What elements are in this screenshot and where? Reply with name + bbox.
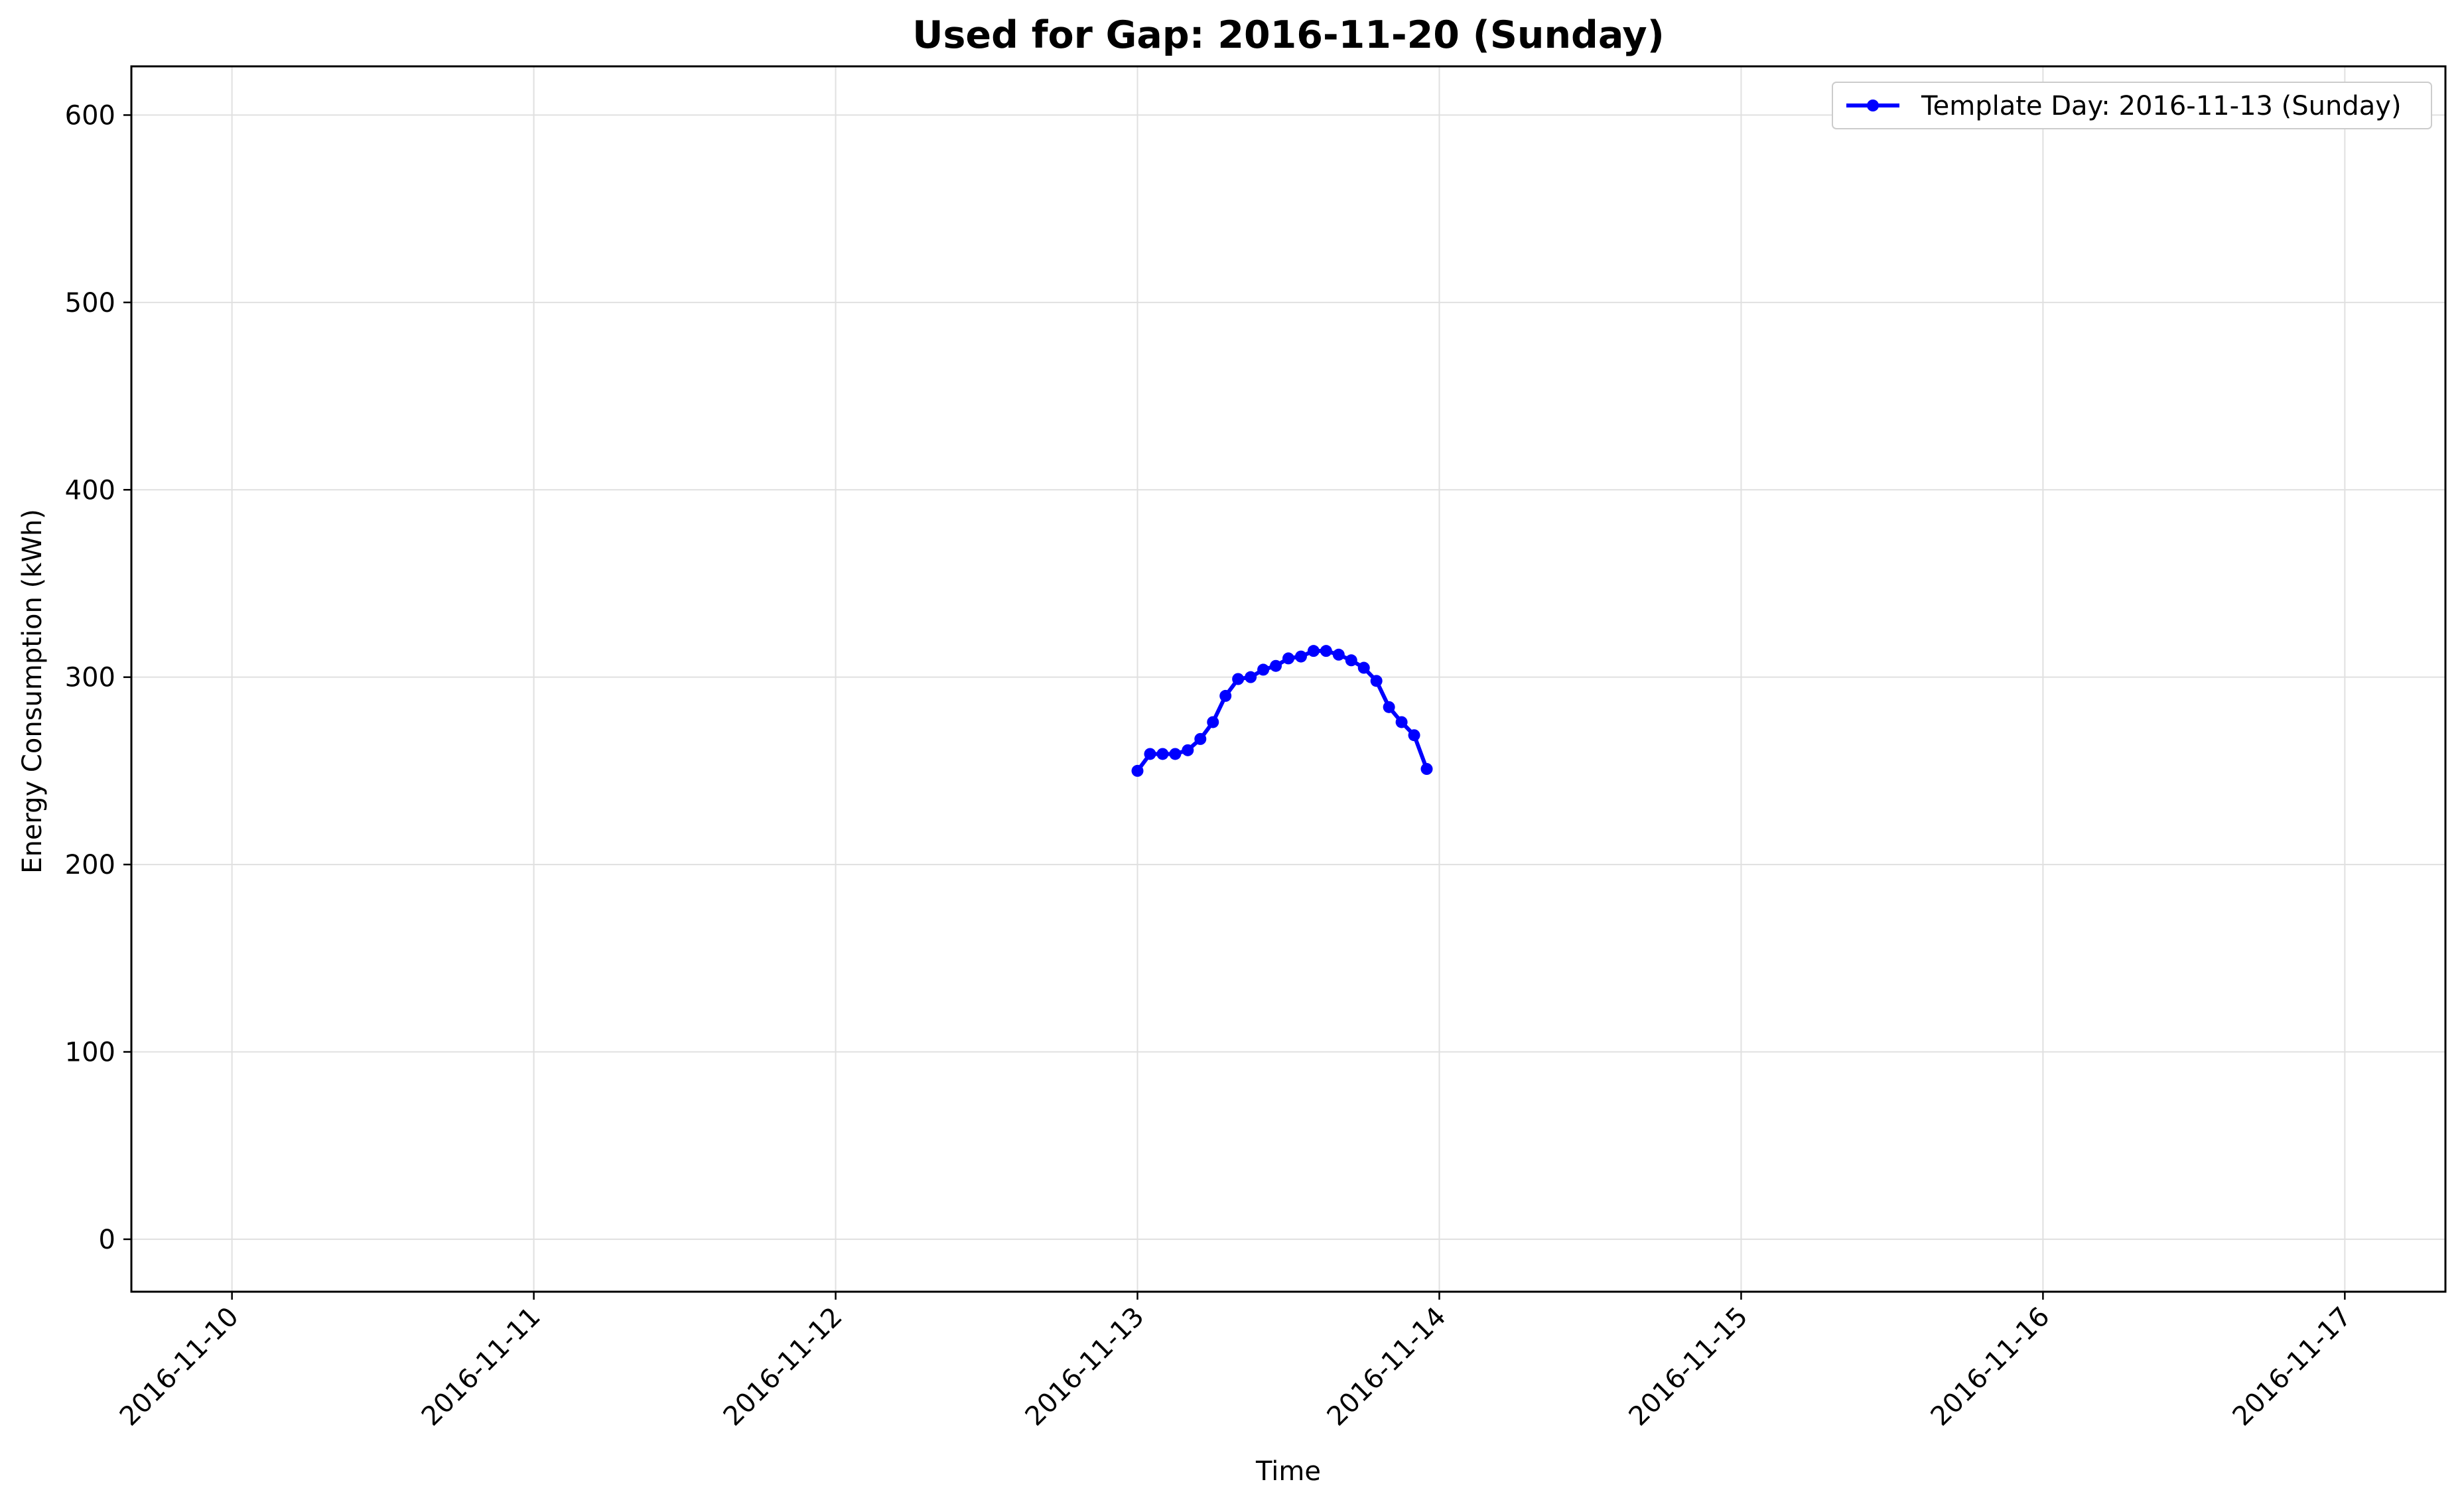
- legend-box: [1832, 82, 2432, 129]
- data-point: [1182, 744, 1194, 756]
- data-point: [1408, 729, 1420, 742]
- data-point: [1395, 716, 1408, 728]
- data-point: [1320, 645, 1332, 657]
- y-tick-label: 300: [65, 663, 115, 693]
- data-point: [1219, 689, 1232, 702]
- data-point: [1345, 654, 1357, 667]
- y-tick-label: 400: [65, 475, 115, 506]
- plot-area-frame: [130, 65, 2447, 1293]
- legend: Template Day: 2016-11-13 (Sunday): [1832, 82, 2432, 129]
- y-tick-label: 600: [65, 100, 115, 131]
- data-point: [1357, 661, 1370, 674]
- data-point: [1383, 701, 1395, 713]
- data-point: [1207, 716, 1219, 728]
- data-point: [1294, 650, 1307, 663]
- y-axis-label: Energy Consumption (kWh): [17, 509, 48, 874]
- data-point: [1370, 675, 1383, 687]
- x-axis-label: Time: [1255, 1456, 1321, 1487]
- data-point: [1169, 748, 1182, 760]
- y-tick-label: 200: [65, 850, 115, 880]
- grid: [131, 66, 2445, 1292]
- data-point: [1156, 748, 1169, 760]
- data-point: [1282, 652, 1294, 665]
- data-point: [1131, 764, 1144, 777]
- data-point: [1257, 663, 1270, 676]
- y-tick-label: 500: [65, 288, 115, 318]
- data-point: [1232, 673, 1245, 685]
- series-layer: [1131, 645, 1433, 777]
- legend-swatch-marker: [1867, 100, 1879, 111]
- data-point: [1270, 659, 1282, 672]
- data-point: [1144, 748, 1156, 760]
- data-point: [1194, 732, 1207, 745]
- chart-title: Used for Gap: 2016-11-20 (Sunday): [912, 13, 1665, 57]
- y-tick-label: 0: [99, 1225, 115, 1255]
- data-point: [1420, 763, 1433, 776]
- data-point: [1332, 648, 1345, 661]
- data-point: [1245, 671, 1257, 683]
- legend-entry-label: Template Day: 2016-11-13 (Sunday): [1921, 91, 2402, 121]
- data-point: [1307, 645, 1320, 657]
- y-tick-label: 100: [65, 1038, 115, 1068]
